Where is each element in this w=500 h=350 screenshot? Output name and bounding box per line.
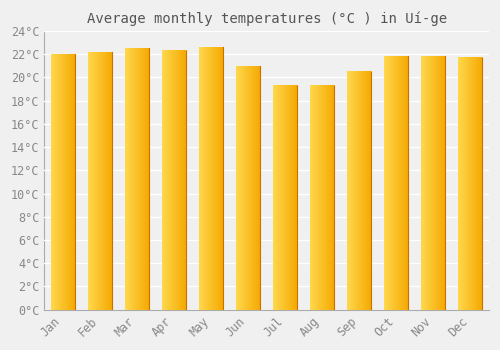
- Title: Average monthly temperatures (°C ) in Uí-ge: Average monthly temperatures (°C ) in Uí…: [86, 11, 446, 26]
